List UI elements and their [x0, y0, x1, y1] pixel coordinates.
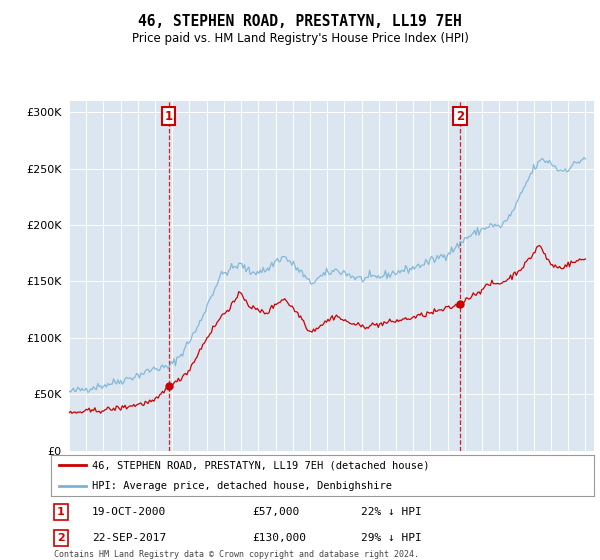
- Text: £130,000: £130,000: [252, 533, 306, 543]
- Text: 22-SEP-2017: 22-SEP-2017: [92, 533, 166, 543]
- Text: HPI: Average price, detached house, Denbighshire: HPI: Average price, detached house, Denb…: [92, 480, 392, 491]
- Text: 2: 2: [456, 110, 464, 123]
- Text: Price paid vs. HM Land Registry's House Price Index (HPI): Price paid vs. HM Land Registry's House …: [131, 32, 469, 45]
- Text: 19-OCT-2000: 19-OCT-2000: [92, 507, 166, 517]
- Text: 29% ↓ HPI: 29% ↓ HPI: [361, 533, 421, 543]
- Text: £57,000: £57,000: [252, 507, 299, 517]
- Text: 46, STEPHEN ROAD, PRESTATYN, LL19 7EH (detached house): 46, STEPHEN ROAD, PRESTATYN, LL19 7EH (d…: [92, 460, 429, 470]
- Text: 22% ↓ HPI: 22% ↓ HPI: [361, 507, 421, 517]
- Text: 46, STEPHEN ROAD, PRESTATYN, LL19 7EH: 46, STEPHEN ROAD, PRESTATYN, LL19 7EH: [138, 14, 462, 29]
- Text: Contains HM Land Registry data © Crown copyright and database right 2024.
This d: Contains HM Land Registry data © Crown c…: [54, 550, 419, 560]
- Text: 1: 1: [165, 110, 173, 123]
- Text: 1: 1: [57, 507, 65, 517]
- Text: 2: 2: [57, 533, 65, 543]
